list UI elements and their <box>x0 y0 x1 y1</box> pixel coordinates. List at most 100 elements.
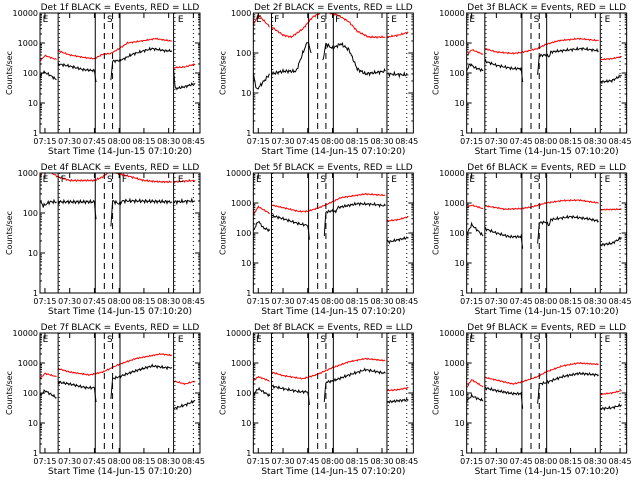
lld-series-line <box>271 357 386 380</box>
events-series-line <box>271 384 310 405</box>
events-series-line <box>57 198 97 220</box>
y-tick-label: 1 <box>33 129 38 138</box>
region-label: E <box>391 335 397 345</box>
x-tick-label: 07:15 <box>33 137 56 146</box>
x-tick-label: 08:15 <box>132 297 155 306</box>
region-label: S <box>107 15 113 25</box>
region-label: E <box>256 175 262 185</box>
x-tick-label: 08:45 <box>395 457 418 466</box>
region-label: E <box>605 175 611 185</box>
region-label: S <box>534 15 540 25</box>
lld-series-line <box>600 207 622 211</box>
x-tick-label: 07:45 <box>510 297 533 306</box>
y-tick-label: 10 <box>241 419 251 428</box>
y-tick-label: 10 <box>454 99 464 108</box>
x-tick-label: 07:15 <box>460 297 483 306</box>
lld-series-line <box>40 372 57 380</box>
events-series-line <box>253 220 271 233</box>
events-series-line <box>173 69 196 91</box>
panel-title: Det 4f BLACK = Events, RED = LLD <box>41 163 200 173</box>
x-tick-label: 08:00 <box>108 137 131 146</box>
y-tick-label: 1000 <box>444 39 464 48</box>
events-series-line <box>253 73 271 90</box>
x-tick-label: 08:15 <box>346 457 369 466</box>
panel-det-3: E S E Det 3f BLACK = Events, RED = LLD 1 10 10… <box>432 3 632 157</box>
lld-series-line <box>58 37 173 60</box>
x-axis-label: Start Time (14-Jun-15 07:10:20) <box>475 147 619 157</box>
y-tick-label: 100 <box>236 49 251 58</box>
y-axis-label: Counts/sec <box>5 371 14 415</box>
x-axis-label: Start Time (14-Jun-15 07:10:20) <box>48 467 192 477</box>
y-tick-label: 1 <box>33 449 38 458</box>
region-label: F <box>335 15 340 25</box>
y-tick-label: 100 <box>23 389 38 398</box>
x-tick-label: 07:30 <box>58 297 81 306</box>
events-series-line <box>600 74 622 85</box>
y-axis-label: Counts/sec <box>432 51 441 95</box>
y-tick-label: 10 <box>241 89 251 98</box>
panel-det-6: E S E Det 6f BLACK = Events, RED = LLD 1 10 10… <box>432 163 632 317</box>
y-tick-label: 1000 <box>18 359 38 368</box>
x-tick-label: 08:30 <box>157 457 180 466</box>
x-tick-label: 08:00 <box>534 457 557 466</box>
y-tick-label: 10000 <box>13 9 38 18</box>
region-label: E <box>256 15 262 25</box>
y-tick-label: 1 <box>460 129 465 138</box>
y-tick-label: 100 <box>23 209 38 218</box>
y-tick-label: 1000 <box>18 169 38 178</box>
x-tick-label: 08:00 <box>534 137 557 146</box>
x-tick-label: 07:15 <box>33 297 56 306</box>
events-series-line <box>40 389 57 399</box>
x-tick-label: 08:15 <box>559 297 582 306</box>
x-tick-label: 07:45 <box>83 297 106 306</box>
x-axis-label: Start Time (14-Jun-15 07:10:20) <box>475 307 619 317</box>
y-tick-label: 10 <box>454 259 464 268</box>
x-tick-label: 08:00 <box>321 137 344 146</box>
panel-det-8: E S E Det 8f BLACK = Events, RED = LLD 1 10 10… <box>218 323 418 477</box>
x-tick-label: 07:15 <box>247 297 270 306</box>
panel-title: Det 6f BLACK = Events, RED = LLD <box>467 163 626 173</box>
x-tick-label: 07:45 <box>296 297 319 306</box>
y-tick-label: 100 <box>449 229 464 238</box>
events-series-line <box>253 386 271 398</box>
lld-series-line <box>600 390 622 396</box>
x-axis-label: Start Time (14-Jun-15 07:10:20) <box>261 147 405 157</box>
y-tick-label: 1000 <box>18 39 38 48</box>
y-tick-label: 10000 <box>13 329 38 338</box>
panel-det-9: E S E Det 9f BLACK = Events, RED = LLD 1 10 10… <box>432 323 632 477</box>
x-tick-label: 07:45 <box>510 137 533 146</box>
x-tick-label: 08:00 <box>321 297 344 306</box>
x-tick-label: 08:00 <box>108 297 131 306</box>
x-tick-label: 07:45 <box>296 137 319 146</box>
y-tick-label: 10000 <box>439 329 464 338</box>
x-tick-label: 07:15 <box>460 137 483 146</box>
panel-det-5: E S E Det 5f BLACK = Events, RED = LLD 1 10 10… <box>218 163 418 317</box>
panel-title: Det 5f BLACK = Events, RED = LLD <box>254 163 413 173</box>
lld-series-line <box>253 13 270 28</box>
lld-series-line <box>51 173 108 183</box>
region-label: E <box>469 175 475 185</box>
region-label: S <box>534 335 540 345</box>
x-tick-label: 08:00 <box>321 457 344 466</box>
panel-title: Det 2f BLACK = Events, RED = LLD <box>254 3 413 13</box>
y-tick-label: 1000 <box>231 199 251 208</box>
x-tick-label: 07:30 <box>58 457 81 466</box>
y-tick-label: 1000 <box>444 199 464 208</box>
y-tick-label: 10000 <box>226 169 251 178</box>
y-tick-label: 1 <box>246 129 251 138</box>
events-series-line <box>599 402 622 412</box>
lld-series-line <box>386 215 409 223</box>
x-tick-label: 08:45 <box>609 297 632 306</box>
events-series-line <box>600 236 623 247</box>
x-tick-label: 07:30 <box>58 137 81 146</box>
y-axis-label: Counts/sec <box>218 51 227 95</box>
x-tick-label: 07:45 <box>296 457 319 466</box>
x-tick-label: 08:15 <box>559 457 582 466</box>
region-label: E <box>43 335 49 345</box>
y-tick-label: 1 <box>460 289 465 298</box>
x-tick-label: 07:30 <box>485 297 508 306</box>
y-axis-label: Counts/sec <box>218 211 227 255</box>
y-axis-label: Counts/sec <box>5 211 14 255</box>
x-tick-label: 07:45 <box>510 457 533 466</box>
